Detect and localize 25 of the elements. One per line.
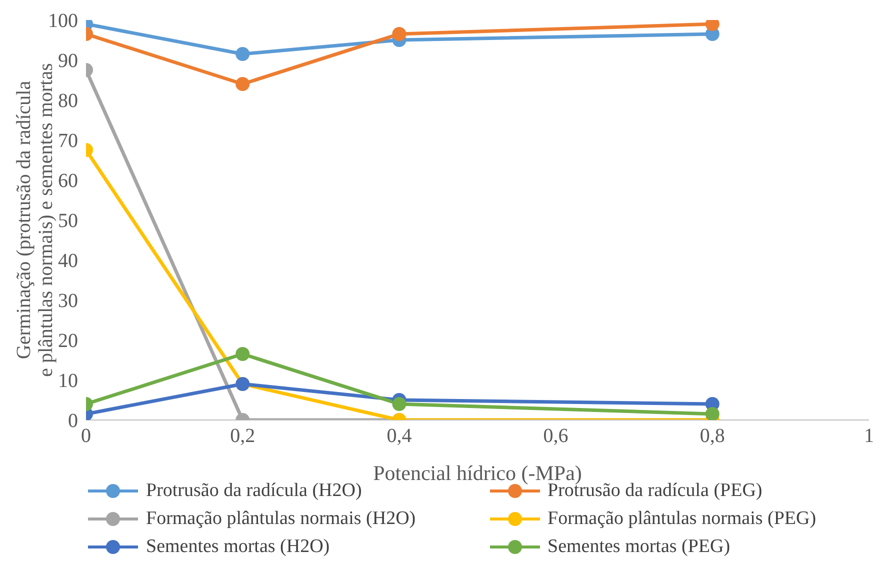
legend-label: Sementes mortas (PEG)	[548, 536, 730, 558]
y-tick-label: 40	[58, 250, 78, 272]
y-tick-label: 20	[58, 330, 78, 352]
y-tick-label: 60	[58, 170, 78, 192]
x-tick-label: 0,6	[543, 425, 568, 448]
legend-label: Protrusão da radícula (H2O)	[146, 480, 362, 502]
x-tick-label: 0,4	[386, 425, 412, 448]
point	[392, 27, 406, 41]
y-axis-title: Germinação (protrusão da radícula e plântulas normais) e sementes mortas	[13, 62, 57, 377]
x-tick-label: 0,8	[700, 425, 725, 448]
y-tick-label: 10	[58, 370, 78, 392]
y-tick-label: 0	[68, 410, 78, 432]
x-tick-label: 1	[864, 425, 874, 448]
y-tick-label: 100	[48, 10, 78, 32]
y-tick-label: 80	[58, 90, 78, 112]
y-tick-label: 70	[58, 130, 78, 152]
y-tick-label: 90	[58, 50, 78, 72]
x-axis-title: Potencial hídrico (-MPa)	[373, 461, 582, 485]
y-tick-label: 50	[58, 210, 78, 232]
y-tick-label: 30	[58, 290, 78, 312]
legend-label: Formação plântulas normais (H2O)	[146, 508, 416, 530]
x-tick-label: 0,2	[230, 425, 256, 448]
legend-label: Formação plântulas normais (PEG)	[548, 508, 816, 530]
point	[392, 397, 406, 411]
legend-label: Sementes mortas (H2O)	[146, 536, 330, 558]
